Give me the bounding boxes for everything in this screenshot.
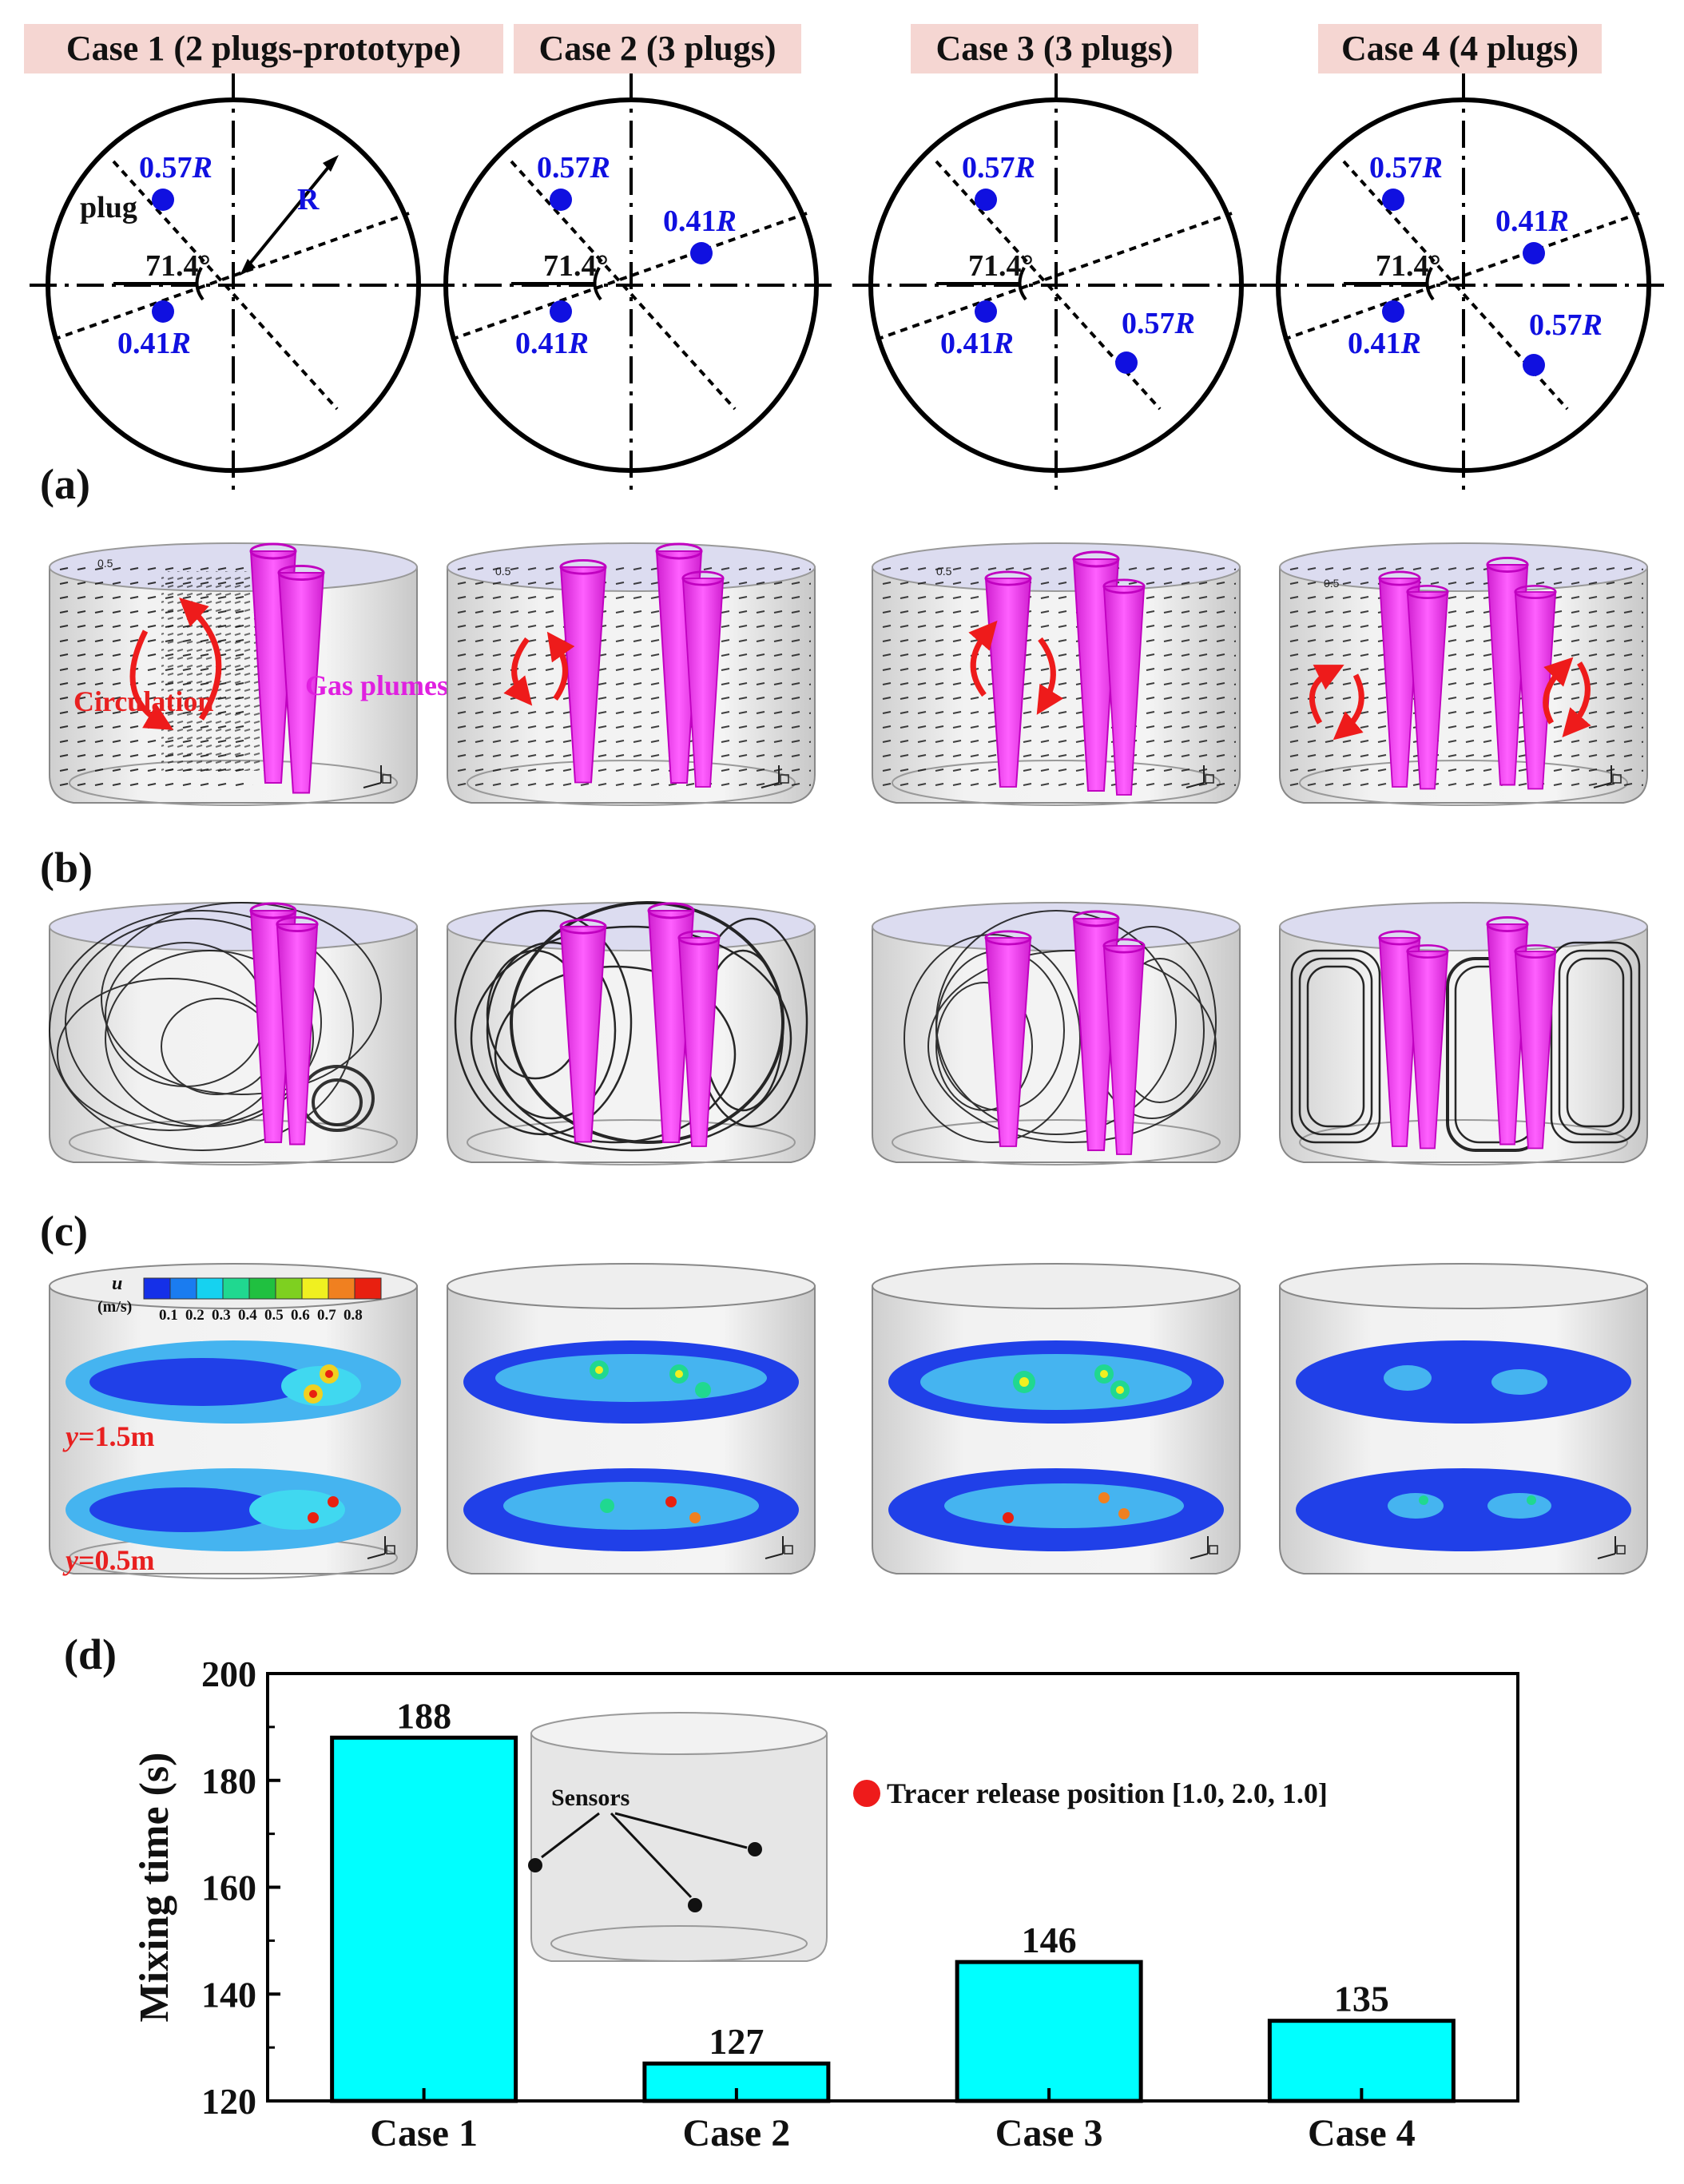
panel-a-case-3: 0.5 [872,542,1241,806]
colorbar-tick-label: 0.8 [344,1307,363,1324]
panel-c-case-2 [447,1263,816,1574]
colorbar-cell [196,1277,224,1300]
schematic-case-2: 0.57R 0.41R 0.41R 71.4° [427,73,835,497]
y-axis-label: Mixing time (s) [132,1753,177,2023]
svg-text:0.41R: 0.41R [1348,327,1421,360]
panel-label-c: (c) [40,1207,88,1255]
colorbar-tick-label: 0.1 [159,1307,178,1324]
inset-sensors-vessel: Sensors Tracer release position [1.0, 2.0… [528,1712,1328,1962]
svg-text:0.57R: 0.57R [962,151,1035,185]
svg-text:u: u [112,1273,122,1294]
svg-text:0.57R: 0.57R [537,151,610,185]
colorbar-cell [248,1277,276,1300]
panel-a-case-4: 0.5 [1279,542,1648,806]
svg-text:0.57R: 0.57R [139,151,212,185]
schematic-case-4: 0.57R 0.41R 0.41R 0.57R 71.4° [1260,73,1667,497]
schematic-case-1: 0.57R 0.41R 71.4° plug R [30,73,437,497]
colorbar-tick-label: 0.3 [212,1307,231,1324]
plug-layout-schematics: 0.57R 0.41R 71.4° plug R 0.57R 0.41R 0.4… [0,0,1684,479]
svg-text:0.57R: 0.57R [1369,151,1443,185]
svg-text:0.41R: 0.41R [663,205,737,238]
colorbar-tick-label: 0.5 [264,1307,284,1324]
panel-label-b: (b) [40,844,93,891]
bar-case-2 [642,2061,831,2103]
x-tick-label: Case 3 [995,2112,1103,2154]
colorbar-tick-label: 0.7 [317,1307,336,1324]
svg-text:0.41R: 0.41R [117,327,191,360]
colorbar-tick-label: 0.6 [291,1307,310,1324]
y-tick-label: 120 [201,2081,256,2122]
y-tick-label: 200 [201,1654,256,1694]
svg-text:(m/s): (m/s) [97,1298,132,1316]
sensors-label: Sensors [551,1785,630,1811]
colorbar-tick-label: 0.4 [238,1307,257,1324]
panel-b-case-2 [447,901,816,1165]
sensor-dot [528,1858,542,1872]
panel-c-case-1: y=1.5m y=0.5m [49,1263,418,1579]
svg-text:71.4°: 71.4° [968,249,1034,283]
case-title-1: Case 1 (2 plugs-prototype) [24,24,503,73]
svg-text:0.57R: 0.57R [1122,307,1195,340]
svg-text:0.5: 0.5 [1324,577,1340,590]
panel-b-case-3 [872,902,1241,1165]
colorbar-tick-label: 0.2 [185,1307,205,1324]
bar-case-4 [1267,2019,1456,2103]
svg-text:y=0.5m: y=0.5m [62,1544,155,1576]
sensor-dot [748,1842,762,1856]
svg-text:Gas plumes: Gas plumes [305,669,448,701]
schematic-case-3: 0.57R 0.41R 0.57R 71.4° [852,73,1260,497]
case-title-3: Case 3 (3 plugs) [911,24,1198,73]
panel-a-case-1: Circulation Gas plumes 0.5 [49,542,448,806]
panel-c-colorbar: u (m/s) 0.1 0.2 0.3 0.4 0.5 0.6 0.7 0.8 [97,1273,382,1324]
case-title-2: Case 2 (3 plugs) [514,24,801,73]
svg-text:0.41R: 0.41R [940,327,1014,360]
x-tick-label: Case 4 [1308,2112,1416,2154]
svg-text:y=1.5m: y=1.5m [62,1420,155,1452]
svg-text:0.5: 0.5 [936,565,952,578]
tracer-label: Tracer release position [1.0, 2.0, 1.0] [887,1777,1328,1809]
bar-case-3 [955,1960,1143,2103]
y-tick-label: 160 [201,1868,256,1908]
svg-text:71.4°: 71.4° [1376,249,1441,283]
svg-text:0.41R: 0.41R [1495,205,1569,238]
case-title-4: Case 4 (4 plugs) [1318,24,1602,73]
svg-text:0.5: 0.5 [495,565,511,578]
panel-c-case-3 [872,1263,1241,1574]
svg-text:0.57R: 0.57R [1529,308,1603,342]
svg-text:0.5: 0.5 [97,557,113,570]
svg-text:71.4°: 71.4° [145,249,211,283]
tracer-release-marker [853,1780,880,1807]
flow-field-panels: Circulation Gas plumes 0.5 0.5 0.5 [49,542,1648,1579]
bar-value-label: 127 [709,2021,764,2062]
colorbar-cell [301,1277,329,1300]
y-tick-label: 180 [201,1761,256,1801]
panel-b-case-4 [1279,902,1648,1165]
sensor-dot [688,1898,702,1912]
x-tick-label: Case 2 [683,2112,791,2154]
panel-label-a: (a) [40,460,90,508]
bar-value-label: 146 [1022,1920,1077,1960]
colorbar-cell [354,1277,382,1300]
svg-text:plug: plug [80,191,137,224]
svg-text:R: R [297,183,320,216]
panel-c-case-4 [1279,1263,1648,1574]
bar-case-1 [330,1735,518,2103]
svg-text:0.41R: 0.41R [515,327,589,360]
y-tick-label: 140 [201,1974,256,2015]
bar-value-label: 135 [1334,1979,1389,2019]
svg-text:71.4°: 71.4° [543,249,609,283]
svg-text:Circulation: Circulation [73,685,213,717]
panel-b-case-1 [49,902,418,1165]
colorbar-cell [328,1277,355,1300]
bar-value-label: 188 [396,1695,451,1736]
panel-a-case-2: 0.5 [447,542,816,806]
x-tick-label: Case 1 [370,2112,478,2154]
panel-label-d: (d) [64,1630,117,1678]
colorbar-cell [275,1277,303,1300]
